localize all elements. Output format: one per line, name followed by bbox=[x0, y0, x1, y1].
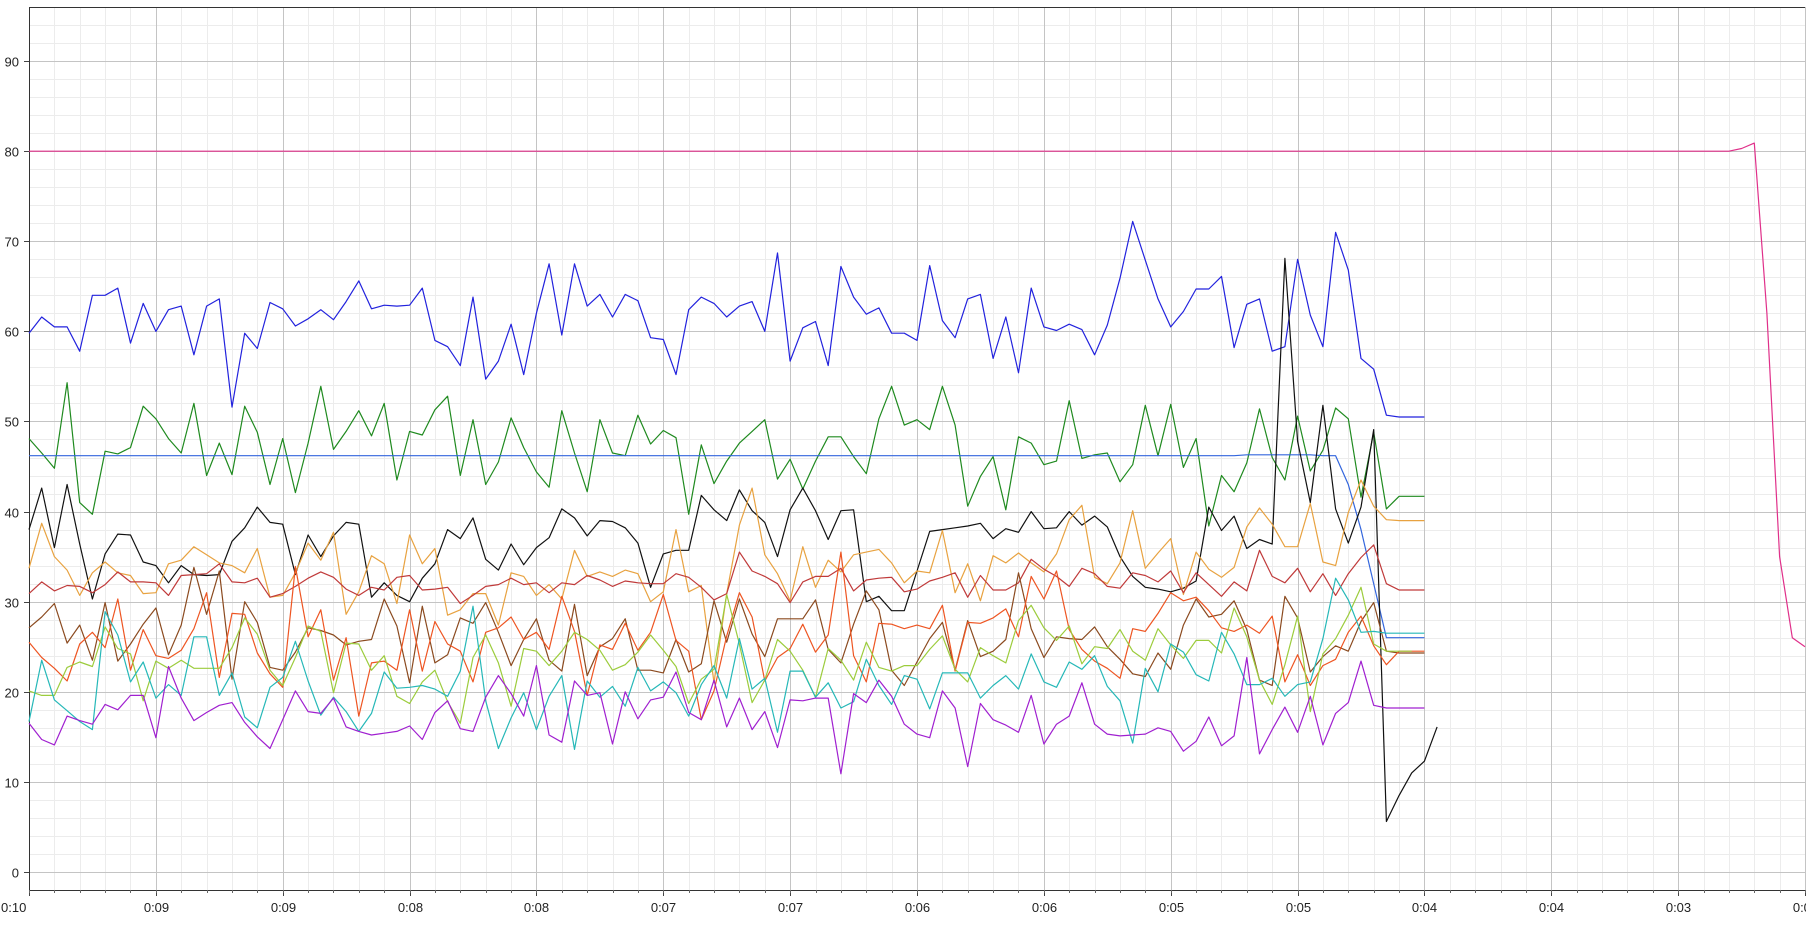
x-tick-label: 0:09 bbox=[144, 900, 169, 915]
x-tick-label: 0:05 bbox=[1159, 900, 1184, 915]
y-axis: 0 10 20 30 40 50 60 70 80 90 bbox=[5, 55, 29, 881]
y-tick-label: 50 bbox=[5, 415, 19, 430]
series-line-5 bbox=[28, 257, 1438, 823]
y-tick-label: 90 bbox=[5, 55, 19, 70]
series-line-7 bbox=[28, 544, 1425, 605]
series-line-9 bbox=[28, 551, 1425, 721]
x-axis: 0:10 0:09 0:09 0:08 0:08 0:07 0:07 0:06 0:06 0:05… bbox=[1, 890, 1806, 915]
x-tick-label: 0:08 bbox=[398, 900, 423, 915]
series-lines bbox=[28, 142, 1806, 823]
y-tick-label: 10 bbox=[5, 776, 19, 791]
x-tick-label: 0:03 bbox=[1666, 900, 1691, 915]
grid bbox=[29, 7, 1806, 891]
x-tick-label: 0:08 bbox=[524, 900, 549, 915]
series-line-6 bbox=[28, 479, 1425, 684]
series-line-3 bbox=[28, 382, 1425, 527]
x-tick-label: 0:06 bbox=[1032, 900, 1057, 915]
y-tick-label: 0 bbox=[12, 866, 19, 881]
y-tick-label: 80 bbox=[5, 145, 19, 160]
y-tick-label: 40 bbox=[5, 506, 19, 521]
series-line-2 bbox=[28, 220, 1425, 418]
x-tick-label: 0:05 bbox=[1286, 900, 1311, 915]
x-tick-label: 0:03 bbox=[1793, 900, 1806, 915]
series-line-8 bbox=[28, 566, 1425, 687]
y-tick-label: 30 bbox=[5, 596, 19, 611]
x-tick-label: 0:06 bbox=[905, 900, 930, 915]
x-tick-label: 0:09 bbox=[271, 900, 296, 915]
x-tick-label: 0:07 bbox=[778, 900, 803, 915]
x-tick-label: 0:10 bbox=[1, 900, 26, 915]
series-line-10 bbox=[28, 586, 1412, 724]
series-line-4 bbox=[29, 454, 1425, 639]
series-line-12 bbox=[28, 656, 1425, 775]
x-tick-label: 0:04 bbox=[1539, 900, 1564, 915]
y-tick-label: 60 bbox=[5, 325, 19, 340]
y-tick-label: 70 bbox=[5, 235, 19, 250]
series-line-11 bbox=[28, 577, 1425, 751]
y-tick-label: 20 bbox=[5, 686, 19, 701]
x-tick-label: 0:04 bbox=[1412, 900, 1437, 915]
series-line-1 bbox=[29, 142, 1806, 648]
x-tick-label: 0:07 bbox=[651, 900, 676, 915]
